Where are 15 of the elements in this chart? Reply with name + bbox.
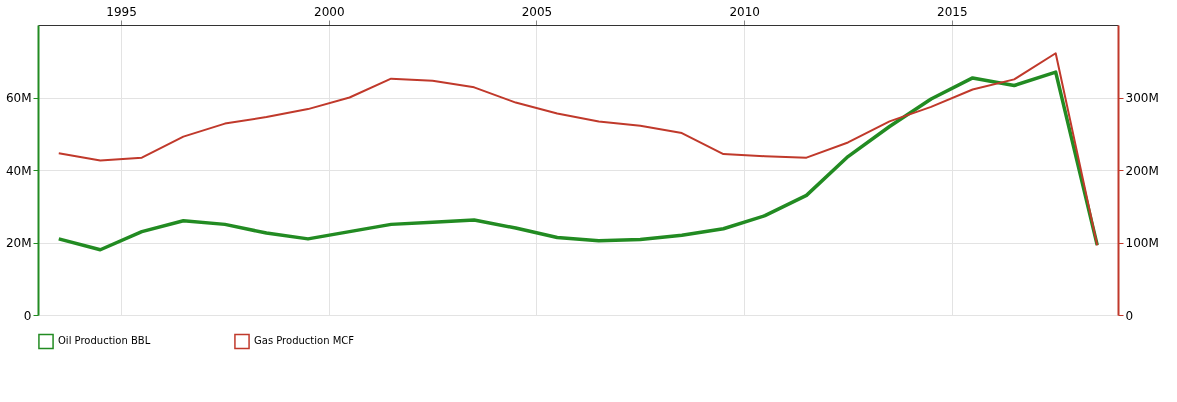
y-tick-label: 60M bbox=[5, 91, 32, 105]
legend-label: Gas Production MCF bbox=[254, 335, 355, 347]
x-tick-label: 2015 bbox=[937, 4, 968, 19]
y2-tick-label: 0 bbox=[1125, 308, 1134, 323]
y-tick-label: 20M bbox=[5, 236, 32, 250]
y2-tick-label: 300M bbox=[1125, 91, 1159, 105]
y2-tick-label: 200M bbox=[1125, 163, 1159, 178]
x-tick-label: 2000 bbox=[314, 4, 345, 19]
y-tick-label: 0 bbox=[23, 308, 32, 323]
y2-tick-label: 100M bbox=[1125, 236, 1159, 250]
x-tick-label: 1995 bbox=[106, 4, 137, 19]
legend-label: Oil Production BBL bbox=[58, 335, 151, 347]
x-tick-label: 2010 bbox=[729, 4, 760, 19]
x-tick-label: 2005 bbox=[521, 4, 553, 19]
y-tick-label: 40M bbox=[5, 163, 32, 178]
